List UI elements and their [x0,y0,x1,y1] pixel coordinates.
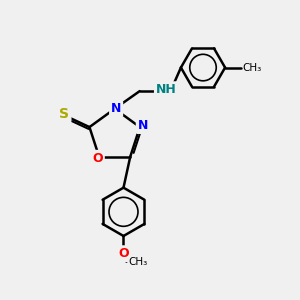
Text: N: N [111,102,121,115]
Text: N: N [138,119,148,132]
Text: CH₃: CH₃ [128,256,147,267]
Text: CH₃: CH₃ [243,63,262,73]
Text: NH: NH [156,83,177,96]
Text: S: S [59,107,69,121]
Text: O: O [92,152,103,165]
Text: O: O [118,247,129,260]
